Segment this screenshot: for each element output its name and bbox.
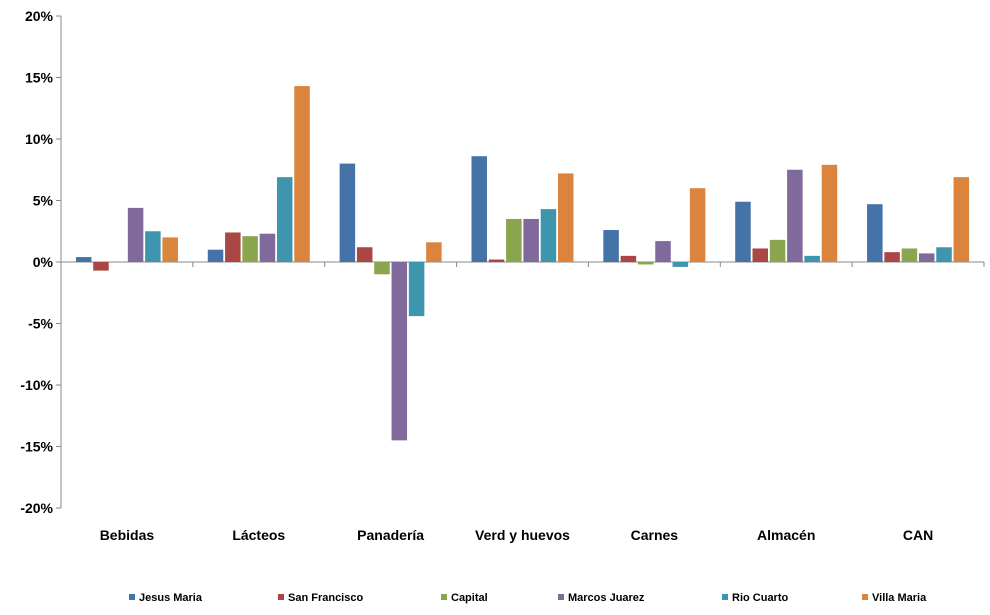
- bar: [901, 248, 918, 262]
- category-label: Verd y huevos: [475, 527, 570, 543]
- y-tick-label: -20%: [20, 500, 53, 516]
- bar: [356, 247, 373, 262]
- legend-label: Jesus Maria: [139, 592, 203, 604]
- bar: [259, 233, 276, 262]
- bar: [276, 177, 293, 262]
- bar: [145, 231, 161, 262]
- y-tick-label: -15%: [20, 439, 53, 455]
- y-tick-label: 5%: [33, 193, 54, 209]
- legend-swatch: [862, 594, 868, 600]
- y-tick-label: 15%: [25, 70, 54, 86]
- legend-label: Marcos Juarez: [568, 592, 645, 604]
- bar: [867, 204, 883, 262]
- bar: [93, 262, 109, 271]
- bar: [242, 236, 258, 262]
- bar: [391, 262, 408, 441]
- y-tick-labels: -20% -15% -10% -5% 0% 5% 10% 15% 20%: [20, 8, 53, 516]
- bar: [953, 177, 970, 262]
- y-tick-label: 0%: [33, 254, 54, 270]
- legend-swatch: [558, 594, 564, 600]
- bar: [769, 239, 786, 262]
- bar: [471, 156, 487, 262]
- bar: [127, 207, 144, 262]
- bar: [75, 257, 92, 262]
- bar: [655, 241, 671, 262]
- bar: [225, 232, 241, 262]
- bar: [408, 262, 425, 317]
- legend-label: Capital: [451, 592, 488, 604]
- bar: [787, 169, 803, 262]
- legend-swatch: [129, 594, 135, 600]
- bar: [339, 163, 356, 262]
- category-label: Carnes: [631, 527, 679, 543]
- y-tick-label: -10%: [20, 377, 53, 393]
- bar: [374, 262, 390, 275]
- legend-swatch: [722, 594, 728, 600]
- legend-label: San Francisco: [288, 592, 363, 604]
- category-labels: Bebidas Lácteos Panadería Verd y huevos Carn…: [100, 527, 934, 543]
- bar: [672, 262, 689, 267]
- bar: [558, 173, 574, 262]
- bar: [620, 255, 637, 262]
- bar: [162, 237, 178, 262]
- legend-label: Rio Cuarto: [732, 592, 789, 604]
- category-label: Panadería: [357, 527, 424, 543]
- category-label: Almacén: [757, 527, 815, 543]
- bar: [207, 249, 224, 262]
- bar: [637, 262, 654, 265]
- legend-swatch: [278, 594, 284, 600]
- bar: [804, 255, 820, 262]
- bar: [821, 164, 838, 262]
- bar: [523, 218, 539, 262]
- y-tick-label: 20%: [25, 8, 54, 24]
- bar: [752, 248, 769, 262]
- legend-swatch: [441, 594, 447, 600]
- bar: [884, 252, 900, 262]
- y-tick-label: 10%: [25, 131, 54, 147]
- legend-label: Villa Maria: [872, 592, 927, 604]
- bar: [488, 259, 505, 262]
- bar: [735, 201, 751, 262]
- bar: [918, 253, 935, 262]
- bar: [689, 188, 706, 262]
- bar: [540, 209, 557, 262]
- category-label: Bebidas: [100, 527, 155, 543]
- bar: [506, 218, 522, 262]
- bars: [75, 86, 970, 441]
- category-label: Lácteos: [232, 527, 285, 543]
- legend: Jesus Maria San Francisco Capital Marcos Ju…: [129, 592, 927, 604]
- y-tick-label: -5%: [28, 316, 53, 332]
- bar: [426, 242, 442, 262]
- bar: [936, 247, 952, 262]
- category-label: CAN: [903, 527, 933, 543]
- bar: [294, 86, 310, 262]
- bar: [603, 230, 619, 262]
